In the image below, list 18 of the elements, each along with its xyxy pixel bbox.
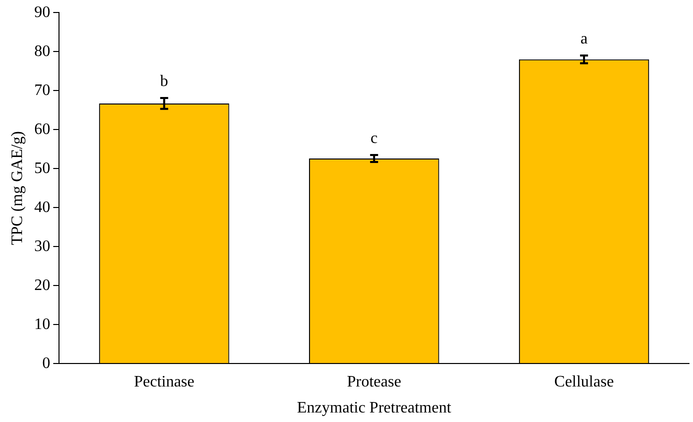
y-tick-label: 60	[34, 120, 50, 138]
y-tick-label: 20	[34, 276, 50, 294]
y-tick-label: 50	[34, 160, 50, 177]
x-tick-label: Pectinase	[134, 373, 194, 390]
y-tick-label: 90	[34, 4, 50, 21]
y-tick-label: 70	[34, 82, 50, 99]
y-tick-label: 30	[34, 238, 50, 255]
x-axis-title: Enzymatic Pretreatment	[297, 400, 452, 417]
y-tick-label: 80	[34, 42, 50, 60]
x-tick-label: Cellulase	[554, 373, 614, 390]
y-axis-title: TPC (mg GAE/g)	[8, 131, 26, 245]
annotation: b	[160, 73, 168, 90]
y-tick-label: 0	[42, 354, 50, 372]
x-tick-label: Protease	[347, 373, 402, 390]
annotation: c	[370, 130, 378, 148]
y-tick-label: 40	[34, 198, 50, 216]
annotation: a	[580, 30, 588, 48]
y-tick-label: 10	[34, 316, 50, 333]
